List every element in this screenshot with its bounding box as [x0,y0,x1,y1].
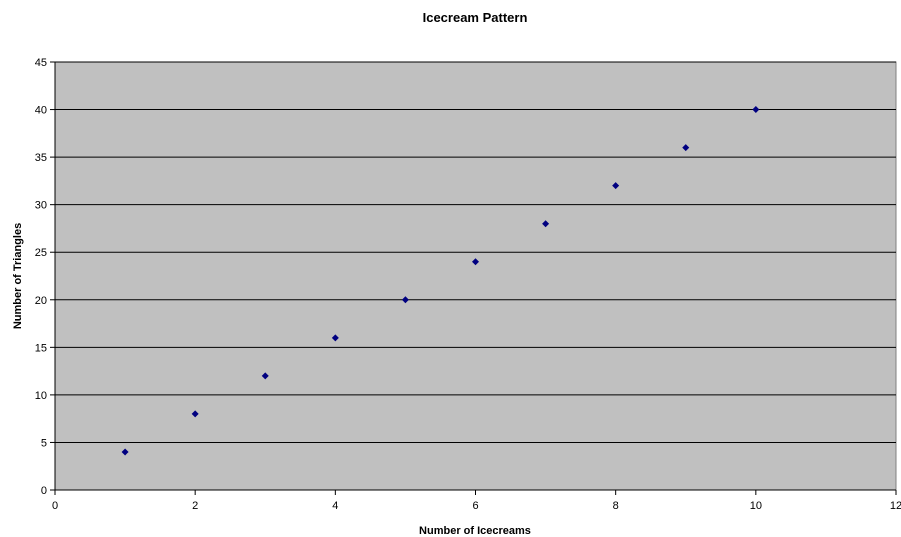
data-point-marker [472,258,479,266]
x-tick-label: 8 [613,500,619,512]
y-tick-label: 25 [35,247,47,259]
x-tick-label: 10 [750,500,762,512]
data-point-marker [331,334,339,342]
data-point-marker [121,448,129,456]
x-tick-label: 0 [52,500,58,512]
tick-labels: 0 5 10 15 20 25 30 35 40 45 0 2 4 6 8 10 12 [35,57,901,512]
data-point-marker [612,182,620,190]
y-tick-label: 0 [41,485,47,497]
y-tick-label: 40 [35,105,47,117]
data-point-marker [401,296,409,304]
y-tick-label: 15 [35,342,47,354]
data-point-marker [261,372,269,380]
data-point-marker [752,106,760,114]
data-point-marker [682,144,690,152]
x-axis-title: Number of Icecreams [419,525,531,537]
y-tick-label: 10 [35,390,47,402]
data-point-marker [191,410,199,418]
chart-title: Icecream Pattern [423,10,528,25]
y-tick-label: 20 [35,295,47,307]
y-tick-label: 30 [35,200,47,212]
y-tick-label: 5 [41,437,47,449]
plot-area [54,61,897,491]
y-tick-label: 45 [35,57,47,69]
data-points [121,106,760,456]
y-tick-label: 35 [35,152,47,164]
x-tick-label: 6 [472,500,478,512]
x-tick-label: 4 [332,500,338,512]
axes [50,61,897,495]
x-tick-label: 2 [192,500,198,512]
gridlines [55,61,896,443]
data-point-marker [542,220,550,228]
y-axis-title: Number of Triangles [12,223,24,329]
x-tick-label: 12 [890,500,901,512]
